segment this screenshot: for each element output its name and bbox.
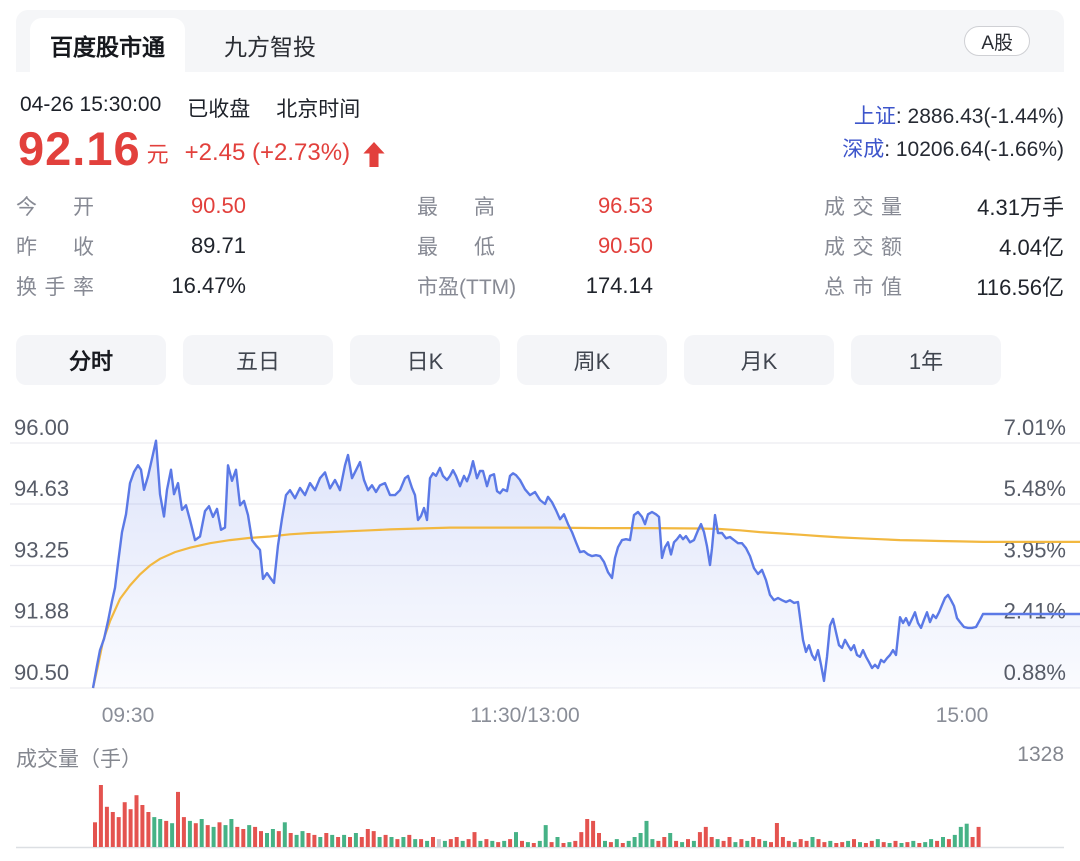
svg-text:0.88%: 0.88% xyxy=(1004,660,1066,685)
index-name[interactable]: 深成 xyxy=(842,138,885,161)
stat-value: 116.56亿 xyxy=(976,275,1064,300)
time-tick-09:30: 09:30 xyxy=(101,704,155,727)
stat-row: 成交额 4.04亿 xyxy=(824,233,1064,260)
stats-column-3: 成交量 4.31万手成交额 4.04亿总市值 116.56亿 xyxy=(824,193,1064,300)
volume-chart-svg[interactable] xyxy=(0,778,1080,852)
stat-label: 今开 xyxy=(16,196,94,219)
price-change: +2.45 (+2.73%) xyxy=(184,139,351,166)
market-indices: 上证: 2886.43(-1.44%) 深成: 10206.64(-1.66%) xyxy=(842,100,1064,166)
current-price: 92.16 xyxy=(18,122,141,175)
stat-label: 昨收 xyxy=(16,236,94,259)
index-value: : 2886.43(-1.44%) xyxy=(895,105,1064,128)
index-name[interactable]: 上证 xyxy=(853,105,896,128)
chart-tab-五日[interactable]: 五日 xyxy=(183,335,333,385)
volume-max-value: 1328 xyxy=(1017,743,1064,766)
svg-text:5.48%: 5.48% xyxy=(1004,476,1066,501)
timezone-label: 北京时间 xyxy=(276,98,361,121)
stat-label: 成交量 xyxy=(824,196,902,219)
stats-column-1: 今开 90.50 昨收 89.71 换手率 16.47% xyxy=(16,193,246,299)
price-chart-svg[interactable]: 96.00 7.01%94.63 5.48%93.25 3.95%91.88 2.41%… xyxy=(0,395,1080,705)
stats-grid: 今开 90.50 昨收 89.71 换手率 16.47% 最高 96.53 最低 90.50 市盈(… xyxy=(16,193,1064,300)
quote-datetime: 04-26 15:30:00 xyxy=(20,93,162,116)
chart-tab-月K[interactable]: 月K xyxy=(684,335,834,385)
up-arrow-icon xyxy=(363,141,385,168)
time-tick-11:30/13:00: 11:30/13:00 xyxy=(470,704,580,727)
stat-row: 最高 96.53 xyxy=(417,193,653,219)
stat-value: 90.50 xyxy=(190,193,246,218)
stat-label: 总市值 xyxy=(824,276,902,299)
stat-value: 4.31万手 xyxy=(977,195,1064,220)
stat-value: 90.50 xyxy=(597,233,653,258)
provider-tab-1[interactable]: 九方智投 xyxy=(224,34,316,60)
stat-row: 昨收 89.71 xyxy=(16,233,246,259)
svg-text:7.01%: 7.01% xyxy=(1004,415,1066,440)
svg-text:2.41%: 2.41% xyxy=(1004,599,1066,624)
stat-row: 今开 90.50 xyxy=(16,193,246,219)
stat-row: 总市值 116.56亿 xyxy=(824,273,1064,300)
time-tick-15:00: 15:00 xyxy=(935,704,989,727)
price-block: 92.16 元 +2.45 (+2.73%) xyxy=(18,124,386,174)
stat-value: 96.53 xyxy=(597,193,653,218)
stat-value: 4.04亿 xyxy=(999,235,1064,260)
index-row-1: 深成: 10206.64(-1.66%) xyxy=(842,133,1064,166)
svg-text:90.50: 90.50 xyxy=(14,660,69,685)
stat-value: 16.47% xyxy=(171,273,246,298)
volume-title: 成交量（手） xyxy=(16,748,142,771)
stat-row: 最低 90.50 xyxy=(417,233,653,259)
intraday-chart[interactable]: 96.00 7.01% 94.63 5.48% 93.25 3.95% 91.88 2.41%… xyxy=(0,395,1080,705)
svg-text:91.88: 91.88 xyxy=(14,599,69,624)
stat-label: 最高 xyxy=(417,196,495,219)
stat-row: 市盈(TTM) 174.14 xyxy=(417,273,653,299)
stat-label: 最低 xyxy=(417,236,495,259)
provider-tabs: A股 百度股市通 九方智投 xyxy=(16,10,1064,72)
volume-header: 成交量（手） 1328 xyxy=(16,743,1064,773)
stat-value: 174.14 xyxy=(585,273,653,298)
quote-meta: 04-26 15:30:00 已收盘 北京时间 xyxy=(20,93,360,123)
index-value: : 10206.64(-1.66%) xyxy=(884,138,1064,161)
svg-text:96.00: 96.00 xyxy=(14,415,69,440)
stats-column-2: 最高 96.53 最低 90.50 市盈(TTM) 174.14 xyxy=(417,193,653,299)
market-badge[interactable]: A股 xyxy=(964,26,1030,56)
index-row-0: 上证: 2886.43(-1.44%) xyxy=(842,100,1064,133)
stat-label: 换手率 xyxy=(16,276,94,299)
chart-tab-日K[interactable]: 日K xyxy=(350,335,500,385)
provider-tab-0[interactable]: 百度股市通 xyxy=(30,18,185,72)
price-unit: 元 xyxy=(146,142,169,167)
svg-text:94.63: 94.63 xyxy=(14,476,69,501)
chart-period-tabs: 分时 五日 日K 周K 月K 1年 xyxy=(16,335,1001,385)
chart-tab-分时[interactable]: 分时 xyxy=(16,335,166,385)
chart-tab-周K[interactable]: 周K xyxy=(517,335,667,385)
svg-text:93.25: 93.25 xyxy=(14,538,69,563)
time-axis: 09:30 11:30/13:00 15:00 xyxy=(0,704,1080,732)
stat-label: 成交额 xyxy=(824,236,902,259)
market-status: 已收盘 xyxy=(187,98,251,121)
stat-label: 市盈(TTM) xyxy=(417,276,517,299)
stat-value: 89.71 xyxy=(190,233,246,258)
stat-row: 换手率 16.47% xyxy=(16,273,246,299)
chart-tab-1年[interactable]: 1年 xyxy=(851,335,1001,385)
stat-row: 成交量 4.31万手 xyxy=(824,193,1064,220)
